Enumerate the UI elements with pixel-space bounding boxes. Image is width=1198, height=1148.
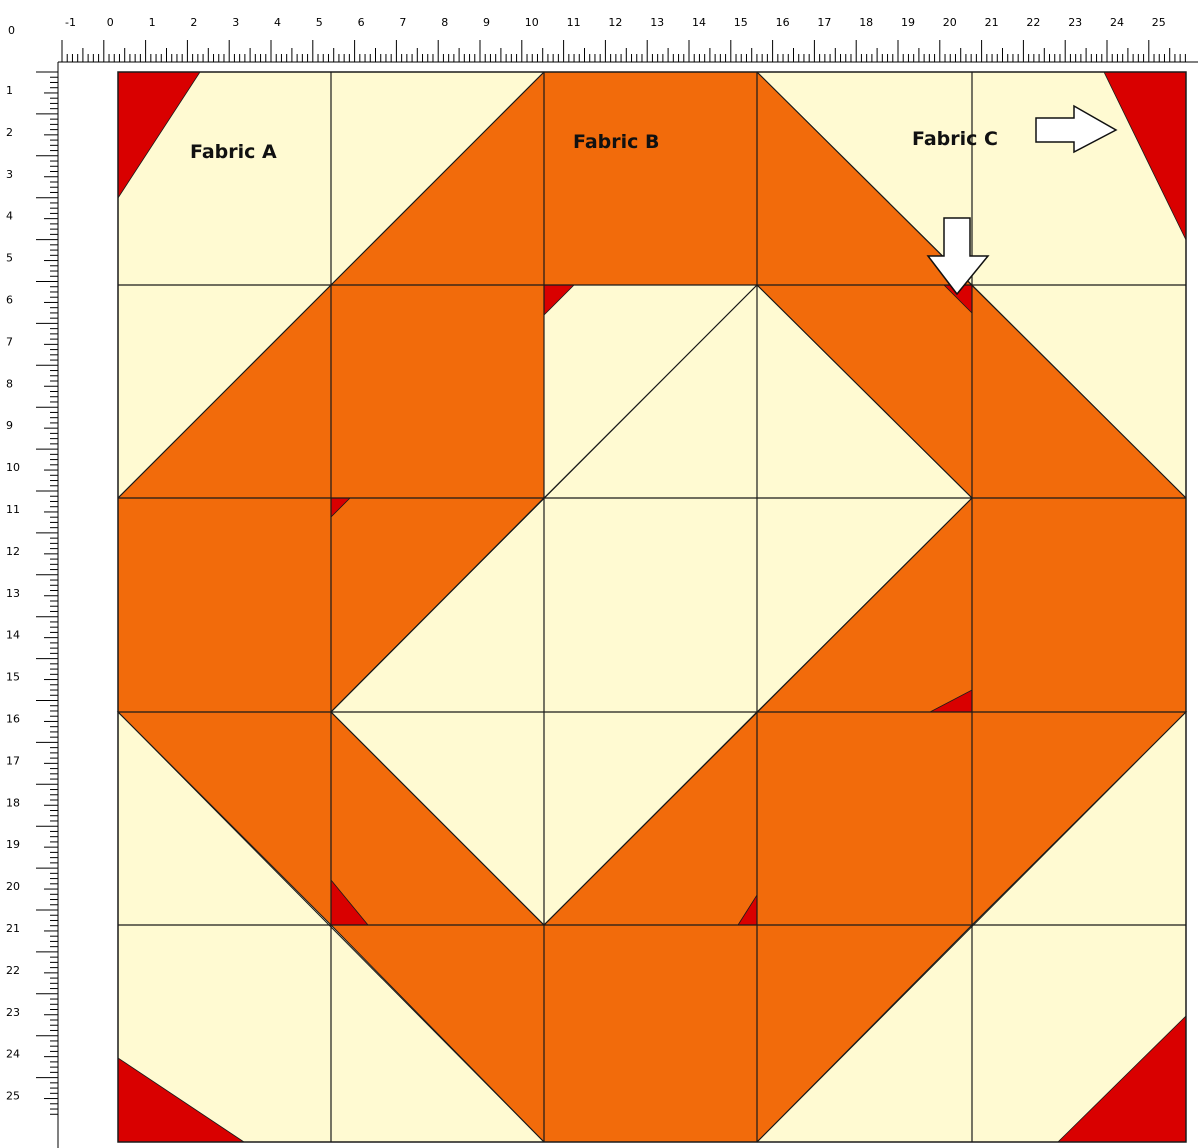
block-grid-lines — [118, 72, 1186, 1142]
diagonal-seam — [117, 711, 545, 1143]
ruler-top-label: 22 — [1026, 16, 1040, 29]
diagonal-seam — [543, 711, 758, 926]
ruler-left-label: 15 — [6, 671, 20, 684]
ruler-left-label: 7 — [6, 335, 13, 348]
ruler-top-label: 5 — [316, 16, 323, 29]
ruler-left-label: 2 — [6, 126, 13, 139]
ruler-top-label: 6 — [358, 16, 365, 29]
diagonal-seam — [117, 71, 545, 499]
ruler-top-label: 18 — [859, 16, 873, 29]
ruler-top-label: 8 — [441, 16, 448, 29]
ruler-left-label: 9 — [6, 419, 13, 432]
ruler-left-label: 5 — [6, 252, 13, 265]
ruler-top-label: 17 — [817, 16, 831, 29]
ruler-left-label: 4 — [6, 210, 13, 223]
fabric-a-label: Fabric A — [190, 141, 277, 163]
arrow-down-icon — [926, 217, 990, 296]
ruler-left-label: 20 — [6, 880, 20, 893]
ruler-top-label: 21 — [985, 16, 999, 29]
ruler-top-label: 19 — [901, 16, 915, 29]
ruler-origin-label: 0 — [8, 24, 15, 37]
ruler-left-label: 1 — [6, 84, 13, 97]
ruler-top-label: -1 — [65, 16, 76, 29]
ruler-left-label: 3 — [6, 168, 13, 181]
ruler-top-label: 14 — [692, 16, 706, 29]
ruler-top-label: 25 — [1152, 16, 1166, 29]
ruler-top-label: 10 — [525, 16, 539, 29]
ruler-top-label: 15 — [734, 16, 748, 29]
ruler-top-label: 13 — [650, 16, 664, 29]
ruler-top-label: 4 — [274, 16, 281, 29]
left-ruler: 1234567891011121314151617181920212223242… — [0, 0, 59, 1148]
ruler-left-label: 6 — [6, 294, 13, 307]
diagonal-seam — [756, 71, 1187, 499]
diagonal-seam — [756, 284, 973, 499]
ruler-top-label: 20 — [943, 16, 957, 29]
ruler-top-label: 11 — [567, 16, 581, 29]
ruler-top-label: 1 — [149, 16, 156, 29]
ruler-top-label: 12 — [608, 16, 622, 29]
quilt-block: Fabric A Fabric B Fabric C — [116, 71, 1188, 1143]
ruler-left-label: 11 — [6, 503, 20, 516]
arrow-right-icon — [1035, 104, 1118, 154]
ruler-top-label: 0 — [107, 16, 114, 29]
ruler-top-label: 9 — [483, 16, 490, 29]
diagonal-seam — [330, 711, 545, 926]
diagonal-seam-lines — [117, 71, 1187, 1143]
ruler-left-label: 17 — [6, 754, 20, 767]
ruler-left-label: 12 — [6, 545, 20, 558]
ruler-left-label: 25 — [6, 1090, 20, 1103]
quilt-block-outline — [117, 71, 1187, 1143]
ruler-top-label: 16 — [776, 16, 790, 29]
ruler-top-label: 24 — [1110, 16, 1124, 29]
top-ruler: -1 0 1 2 3 4 5 6 7 8 9 10 11 12 13 14 15 16 17 18 19 20 21 22 23… — [0, 0, 1198, 63]
ruler-left-label: 16 — [6, 713, 20, 726]
diagonal-seam — [330, 497, 545, 713]
fabric-b-label: Fabric B — [573, 131, 660, 153]
ruler-left-label: 24 — [6, 1048, 20, 1061]
diagonal-seam — [756, 711, 1187, 1143]
ruler-left-label: 13 — [6, 587, 20, 600]
ruler-top-label: 3 — [232, 16, 239, 29]
ruler-top-label: 2 — [190, 16, 197, 29]
ruler-left-label: 14 — [6, 629, 20, 642]
ruler-left-label: 21 — [6, 922, 20, 935]
ruler-left-label: 10 — [6, 461, 20, 474]
ruler-left-label: 23 — [6, 1006, 20, 1019]
ruler-left-label: 8 — [6, 377, 13, 390]
ruler-left-label: 22 — [6, 964, 20, 977]
ruler-left-label: 19 — [6, 838, 20, 851]
ruler-left-label: 18 — [6, 796, 20, 809]
fabric-c-label: Fabric C — [912, 128, 998, 150]
ruler-top-label: 7 — [399, 16, 406, 29]
ruler-top-label: 23 — [1068, 16, 1082, 29]
